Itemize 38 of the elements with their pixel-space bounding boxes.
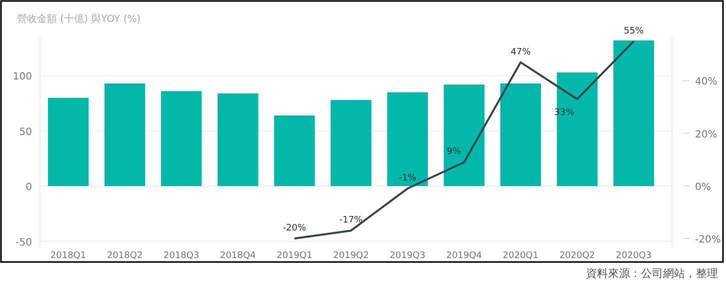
- data-label: -17%: [339, 216, 364, 226]
- data-label: 9%: [446, 147, 462, 158]
- bar: [330, 100, 372, 186]
- data-label: 55%: [624, 26, 644, 36]
- x-tick-label: 2019Q3: [390, 251, 426, 261]
- source-note: 資料來源：公司網站，整理: [586, 267, 718, 280]
- x-tick-label: 2020Q1: [502, 251, 538, 261]
- bar: [444, 84, 484, 186]
- bar: [218, 93, 258, 186]
- bar: [48, 98, 89, 186]
- data-label: 47%: [510, 47, 532, 58]
- x-tick-label: 2018Q2: [106, 251, 143, 261]
- bar: [161, 91, 202, 186]
- chart-title: 營收金額 (十億) 與YOY (%): [17, 13, 141, 25]
- x-tick-label: 2020Q3: [616, 251, 652, 261]
- x-tick-label: 2019Q2: [333, 251, 369, 261]
- bar: [104, 83, 146, 186]
- y-tick-label: -50: [16, 237, 32, 248]
- y2-tick-label: 0%: [695, 182, 711, 193]
- bar: [387, 92, 428, 186]
- x-tick-label: 2018Q1: [50, 251, 86, 261]
- x-tick-label: 2018Q4: [220, 251, 256, 261]
- y2-tick-label: -20%: [695, 234, 721, 246]
- x-tick-label: 2019Q1: [276, 251, 312, 261]
- y2-tick-label: 40%: [695, 76, 718, 88]
- data-label: -1%: [398, 174, 417, 184]
- y2-tick-label: 20%: [695, 129, 718, 140]
- bar: [274, 115, 315, 186]
- y-tick-label: 100: [12, 72, 32, 83]
- y-tick-label: 50: [19, 126, 32, 138]
- x-tick-label: 2018Q3: [164, 251, 200, 261]
- y-tick-label: 0: [26, 182, 32, 194]
- bar: [613, 40, 654, 186]
- x-tick-label: 2020Q2: [559, 251, 596, 261]
- x-tick-label: 2019Q4: [446, 251, 482, 261]
- bar: [556, 72, 598, 186]
- data-label: -20%: [282, 223, 307, 234]
- bar: [500, 83, 541, 186]
